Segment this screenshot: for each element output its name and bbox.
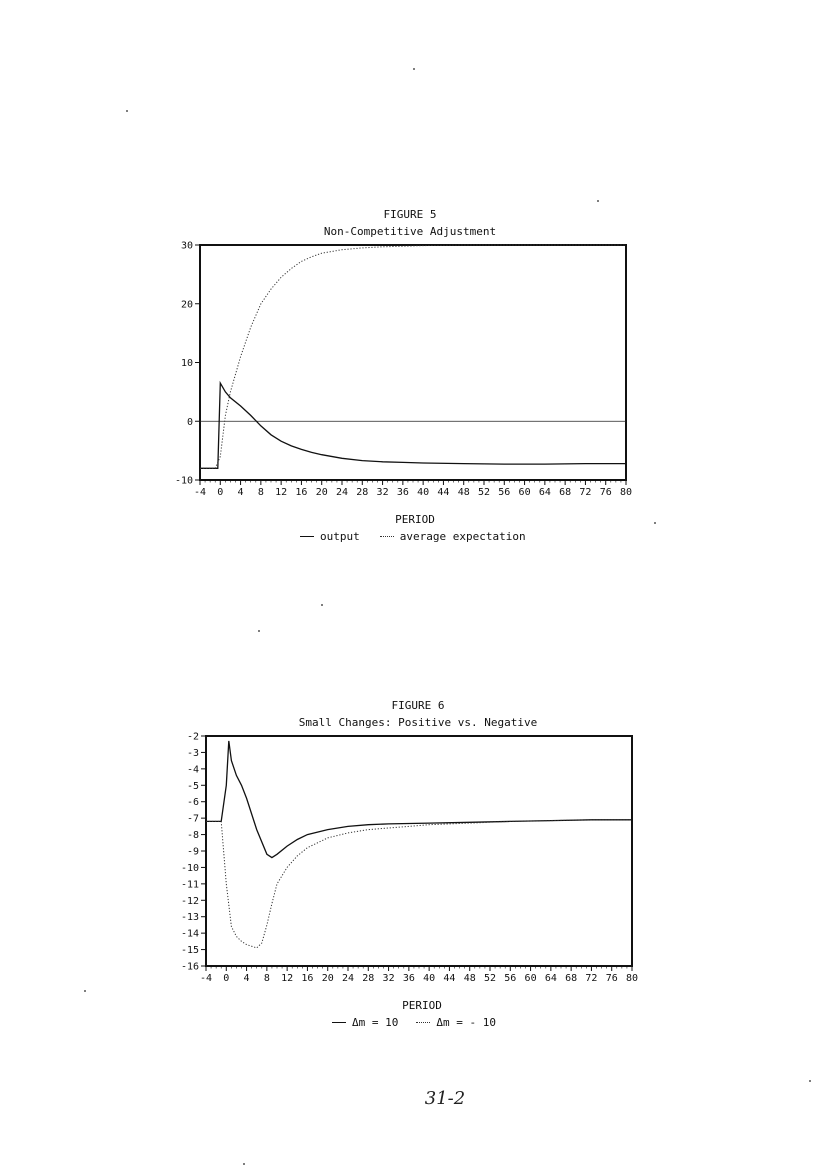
- scan-speck: [597, 200, 599, 202]
- figure-6-series-solid-line: [206, 740, 632, 859]
- figure-5-x-axis-title: PERIOD: [395, 513, 435, 526]
- figure-6-y-tick-label: -14: [181, 929, 199, 940]
- figure-5-plot-frame: [199, 244, 627, 481]
- figure-5-title: FIGURE 5: [383, 208, 437, 221]
- figure-5-x-tick-label: 32: [377, 487, 389, 498]
- figure-6-x-tick-label: 12: [281, 973, 293, 984]
- scan-speck: [126, 110, 128, 112]
- figure-5-x-tick-label: 16: [295, 487, 307, 498]
- figure-6-x-tick-label: 20: [322, 973, 334, 984]
- figure-5-x-tick-label: 72: [579, 487, 591, 498]
- figure-6-x-tick-label: 28: [362, 973, 374, 984]
- figure-6-y-tick-label: -11: [181, 879, 199, 890]
- figure-6-x-tick-label: 4: [244, 973, 250, 984]
- figure-6-x-axis-title: PERIOD: [402, 999, 442, 1012]
- figure-6-y-tick-label: -10: [181, 863, 199, 874]
- legend-solid-swatch: [300, 536, 314, 537]
- figure-6-legend: Δm = 10 Δm = - 10: [332, 1016, 496, 1029]
- figure-5-x-tick-label: 60: [519, 487, 531, 498]
- figure-5-x-tick-label: -4: [194, 487, 206, 498]
- scan-speck: [258, 630, 260, 632]
- legend-label-output: output: [320, 530, 360, 543]
- figure-6-subtitle: Small Changes: Positive vs. Negative: [298, 716, 538, 729]
- figure-6-x-tick-label: 80: [626, 973, 638, 984]
- figure-5-subtitle: Non-Competitive Adjustment: [323, 225, 497, 238]
- figure-5-x-tick-label: 76: [600, 487, 612, 498]
- figure-6-x-tick-label: 32: [383, 973, 395, 984]
- figure-6-y-tick-label: -8: [187, 830, 199, 841]
- figure-6-x-tick-label: 76: [606, 973, 618, 984]
- scan-speck: [809, 1080, 811, 1082]
- figure-5-legend: output average expectation: [300, 530, 526, 543]
- figure-5-x-tick-label: 24: [336, 487, 348, 498]
- figure-5-series-dotted-line: [200, 244, 626, 469]
- figure-6-y-tick-label: -13: [181, 912, 199, 923]
- figure-6-x-tick-label: 0: [223, 973, 229, 984]
- legend-label-average-expectation: average expectation: [399, 530, 526, 543]
- figure-6-y-tick-label: -4: [187, 764, 199, 775]
- figure-6-x-tick-label: 8: [264, 973, 270, 984]
- page-number: 31-2: [424, 1088, 466, 1109]
- figure-6-y-tick-label: -9: [187, 847, 199, 858]
- figure-6-x-tick-label: 16: [301, 973, 313, 984]
- figure-6-y-tick-label: -12: [181, 896, 199, 907]
- figure-5-x-tick-label: 64: [539, 487, 551, 498]
- figure-6-x-tick-label: -4: [200, 973, 212, 984]
- figure-5-x-tick-label: 36: [397, 487, 409, 498]
- figure-6-plot-frame: [205, 735, 633, 967]
- legend-label-positive: Δm = 10: [352, 1016, 399, 1029]
- figure-6-x-tick-label: 24: [342, 973, 354, 984]
- scan-speck: [243, 1163, 245, 1165]
- figure-6-x-tick-label: 52: [484, 973, 496, 984]
- figure-6-y-tick-label: -2: [187, 732, 199, 743]
- figure-6-y-tick-label: -7: [187, 814, 199, 825]
- figure-5-x-tick-label: 8: [258, 487, 264, 498]
- figure-5-x-tick-label: 44: [437, 487, 449, 498]
- figure-6-y-tick-label: -3: [187, 748, 199, 759]
- scan-speck: [413, 68, 415, 70]
- figure-5-x-tick-label: 0: [217, 487, 223, 498]
- figure-5-y-tick-label: -10: [175, 476, 193, 487]
- legend-solid-swatch: [332, 1022, 346, 1023]
- figure-6-x-tick-label: 40: [423, 973, 435, 984]
- figure-5-x-tick-label: 80: [620, 487, 632, 498]
- figure-6-x-tick-label: 56: [504, 973, 516, 984]
- figure-5-x-tick-label: 20: [316, 487, 328, 498]
- legend-dotted-swatch: [416, 1022, 431, 1023]
- figure-5-x-tick-label: 68: [559, 487, 571, 498]
- figure-5-x-tick-label: 28: [356, 487, 368, 498]
- scan-speck: [654, 522, 656, 524]
- figure-5-x-tick-label: 56: [498, 487, 510, 498]
- scan-speck: [84, 990, 86, 992]
- figure-6-x-tick-label: 68: [565, 973, 577, 984]
- legend-label-negative: Δm = - 10: [436, 1016, 496, 1029]
- figure-6-x-tick-label: 64: [545, 973, 557, 984]
- figure-5-y-tick-label: 20: [181, 299, 193, 310]
- figure-5-y-tick-label: 10: [181, 358, 193, 369]
- figure-6-x-tick-label: 72: [585, 973, 597, 984]
- figure-5-x-tick-label: 52: [478, 487, 490, 498]
- figure-5-y-tick-label: 30: [181, 241, 193, 252]
- figure-6-chart: -2-3-4-5-6-7-8-9-10-11-12-13-14-15-16-4 0…: [181, 732, 638, 985]
- legend-dotted-swatch: [379, 536, 394, 537]
- figure-6-title: FIGURE 6: [391, 699, 445, 712]
- figure-5-x-tick-label: 40: [417, 487, 429, 498]
- figure-6-y-tick-label: -16: [181, 962, 199, 973]
- figure-5-series-solid-line: [200, 380, 626, 469]
- figure-5-x-tick-label: 48: [458, 487, 470, 498]
- figure-6-y-tick-label: -15: [181, 945, 199, 956]
- figure-6-y-tick-label: -5: [187, 781, 199, 792]
- figure-5-x-tick-label: 4: [238, 487, 244, 498]
- figure-5-y-tick-label: 0: [187, 417, 193, 428]
- figure-5-x-tick-label: 12: [275, 487, 287, 498]
- figure-6-y-tick-label: -6: [187, 797, 199, 808]
- figure-6-x-tick-label: 36: [403, 973, 415, 984]
- figure-6-x-tick-label: 60: [525, 973, 537, 984]
- figure-6-x-tick-label: 44: [443, 973, 455, 984]
- scan-speck: [321, 604, 323, 606]
- figure-6-x-tick-label: 48: [464, 973, 476, 984]
- figure-6-series-dotted-line: [206, 819, 632, 949]
